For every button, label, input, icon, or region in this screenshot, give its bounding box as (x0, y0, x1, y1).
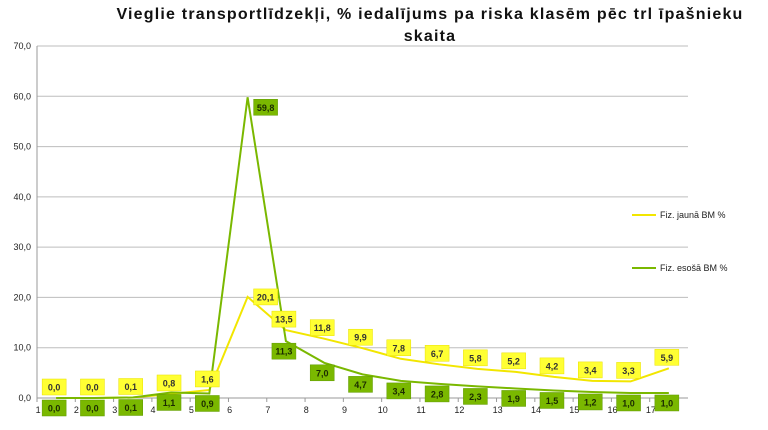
data-label: 0,9 (201, 399, 214, 409)
data-label: 1,9 (507, 394, 520, 404)
data-label-box (118, 378, 143, 395)
data-label: 7,0 (316, 368, 329, 378)
data-label: 3,4 (584, 365, 597, 375)
x-tick-label: 2 (74, 405, 79, 415)
y-tick-label: 20,0 (13, 292, 31, 302)
series-line-esosa (56, 97, 669, 399)
data-label-box (253, 99, 278, 116)
x-tick-label: 16 (608, 405, 618, 415)
data-label: 1,0 (622, 398, 635, 408)
x-tick-label: 7 (265, 405, 270, 415)
data-label-box (578, 393, 603, 411)
y-tick-label: 30,0 (13, 242, 31, 252)
x-tick-label: 6 (227, 405, 232, 415)
data-label-box (118, 399, 143, 416)
data-label: 6,7 (431, 349, 444, 359)
x-tick-label: 8 (304, 405, 309, 415)
y-tick-label: 50,0 (13, 142, 31, 152)
y-tick-label: 0,0 (18, 393, 31, 403)
data-label: 1,6 (201, 374, 214, 384)
data-label-box (253, 288, 278, 306)
x-tick-label: 15 (569, 405, 579, 415)
data-label-box (41, 378, 67, 396)
x-tick-label: 10 (378, 405, 388, 415)
data-label: 1,1 (163, 398, 176, 408)
x-tick-label: 14 (531, 405, 541, 415)
data-label-box (41, 399, 67, 417)
x-tick-label: 4 (151, 405, 156, 415)
legend-label: Fiz. jaunā BM % (660, 210, 726, 220)
data-label: 7,8 (393, 343, 406, 353)
x-tick-label: 1 (36, 405, 41, 415)
chart-title: Vieglie transportlīdzekļi, % iedalījums … (116, 6, 744, 45)
data-label: 1,0 (661, 398, 674, 408)
y-tick-label: 40,0 (13, 192, 31, 202)
x-tick-label: 3 (112, 405, 117, 415)
y-tick-label: 60,0 (13, 91, 31, 101)
data-label: 1,2 (584, 397, 597, 407)
data-label: 0,0 (86, 383, 99, 393)
data-label: 11,3 (275, 347, 292, 357)
data-label-box (539, 392, 565, 409)
data-label-box (654, 349, 680, 366)
data-label: 2,3 (469, 392, 482, 402)
data-label-box (195, 370, 220, 388)
data-label: 4,7 (354, 380, 367, 390)
y-tick-label: 70,0 (13, 41, 31, 51)
data-label-box (271, 310, 297, 328)
data-label-box (463, 349, 488, 367)
data-label: 5,9 (661, 353, 674, 363)
x-tick-label: 12 (454, 405, 464, 415)
data-label-box (386, 339, 412, 357)
data-label-box (309, 319, 335, 336)
data-label-box (195, 395, 220, 412)
data-label: 2,8 (431, 389, 444, 399)
x-tick-label: 11 (416, 405, 425, 415)
x-tick-label: 9 (342, 405, 347, 415)
data-label-box (309, 364, 335, 382)
data-label-box (80, 399, 105, 417)
data-label: 3,4 (393, 386, 406, 396)
data-label-box (654, 394, 680, 412)
data-label: 9,9 (354, 333, 367, 343)
data-label-box (424, 385, 450, 403)
data-label-box (616, 394, 641, 412)
data-label-box (424, 345, 450, 362)
data-label-box (156, 374, 182, 392)
data-label-box (539, 357, 565, 375)
legend-label: Fiz. esošā BM % (660, 263, 728, 273)
data-label-box (463, 388, 488, 405)
data-label-box (271, 342, 297, 360)
y-tick-label: 10,0 (13, 343, 31, 353)
data-label: 0,0 (48, 383, 61, 393)
data-label: 13,5 (275, 315, 293, 325)
data-label: 1,5 (546, 396, 559, 406)
data-label-box (616, 362, 641, 379)
data-label: 4,2 (546, 361, 559, 371)
data-label-box (348, 328, 373, 346)
x-tick-label: 17 (646, 405, 656, 415)
data-label: 5,8 (469, 353, 482, 363)
x-tick-label: 5 (189, 405, 194, 415)
data-label: 0,1 (124, 403, 137, 413)
data-label-box (348, 376, 373, 393)
data-label: 59,8 (257, 103, 275, 113)
data-label: 0,0 (86, 404, 99, 414)
data-label-box (501, 352, 526, 370)
data-label: 20,1 (257, 292, 275, 302)
data-label-box (578, 361, 603, 379)
data-label: 0,1 (124, 382, 137, 392)
data-label: 3,3 (622, 366, 635, 376)
data-label-box (156, 394, 182, 411)
data-label: 5,2 (507, 356, 520, 366)
data-label: 11,8 (314, 323, 331, 333)
data-label: 0,8 (163, 378, 176, 388)
x-tick-label: 13 (493, 405, 503, 415)
data-label: 0,0 (48, 404, 61, 414)
data-label-box (501, 390, 526, 407)
data-label-box (80, 378, 105, 396)
data-label-box (386, 382, 412, 400)
